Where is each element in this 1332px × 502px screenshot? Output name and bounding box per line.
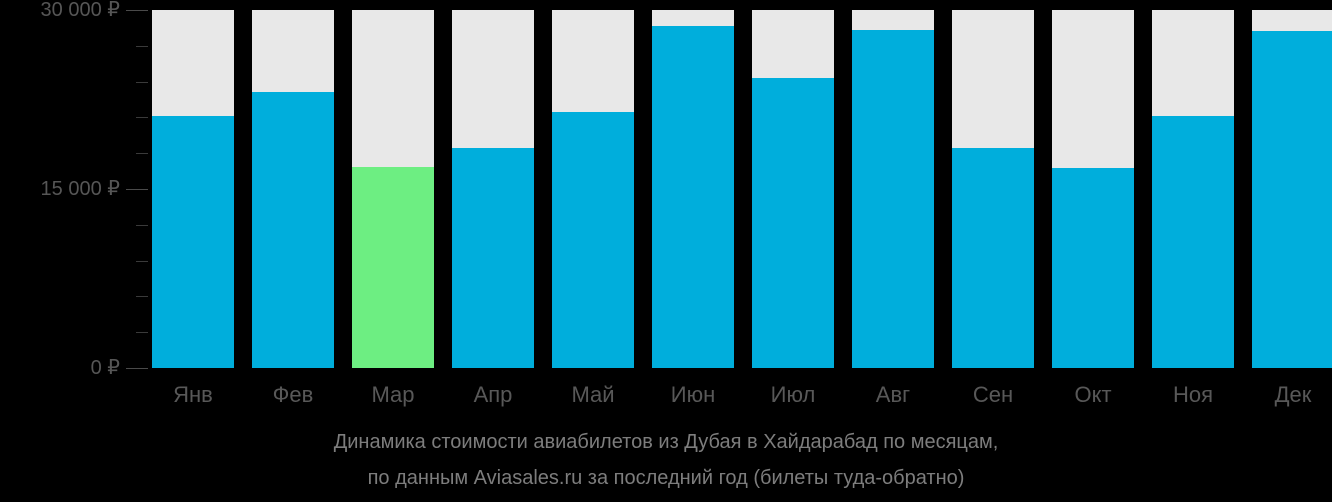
bar-group[interactable] [752,0,834,368]
y-axis-major-tick [126,368,148,369]
bar-fill[interactable] [1252,31,1332,368]
bar-fill[interactable] [752,78,834,368]
y-axis-minor-tick [136,45,148,47]
bar-fill[interactable] [652,26,734,368]
bar-fill[interactable] [152,116,234,368]
bar-group[interactable] [1052,0,1134,368]
bar-track [1252,10,1332,368]
y-axis-minor-tick [136,81,148,83]
bar-group[interactable] [452,0,534,368]
y-axis-label: 0 ₽ [90,357,120,379]
x-axis-label-апр: Апр [473,382,513,407]
bar-group[interactable] [1152,0,1234,368]
y-axis-minor-tick [136,332,148,334]
y-axis-minor-tick [136,260,148,262]
bar-track [752,10,834,368]
bar-track [452,10,534,368]
bar-track [1152,10,1234,368]
bar-group[interactable] [252,0,334,368]
x-axis-label-фев: Фев [272,382,314,407]
bar-group[interactable] [552,0,634,368]
y-axis-minor-tick [136,153,148,155]
y-axis-label: 30 000 ₽ [40,0,120,21]
bar-fill[interactable] [252,92,334,368]
bar-fill[interactable] [1152,116,1234,368]
x-axis-label-дек: Дек [1274,382,1312,407]
bar-track [552,10,634,368]
bar-fill[interactable] [352,166,434,368]
chart-caption: Динамика стоимости авиабилетов из Дубая … [0,424,1332,496]
x-axis-label-июл: Июл [770,382,816,407]
y-axis-minor-tick [136,296,148,298]
x-axis-label-сен: Сен [972,382,1014,407]
bar-fill[interactable] [552,112,634,368]
bar-track [352,10,434,368]
caption-line-2: по данным Aviasales.ru за последний год … [367,467,965,489]
y-axis-minor-tick [136,224,148,226]
bar-fill[interactable] [1052,168,1134,368]
bar-fill[interactable] [952,147,1034,368]
y-axis: 30 000 ₽ 15 000 ₽ 0 ₽ [0,0,152,378]
caption-line-1: Динамика стоимости авиабилетов из Дубая … [333,431,999,453]
x-axis-label-мар: Мар [371,382,415,407]
bar-fill[interactable] [852,30,934,368]
x-axis-label-янв: Янв [173,382,213,407]
plot-area: 30 000 ₽ 15 000 ₽ 0 ₽ [0,0,1332,378]
x-axis-label-май: Май [571,382,615,407]
bar-group[interactable] [852,0,934,368]
bar-track [252,10,334,368]
y-axis-major-tick [126,189,148,190]
bar-track [852,10,934,368]
bar-track [1052,10,1134,368]
x-axis-label-окт: Окт [1074,382,1112,407]
bar-group[interactable] [352,0,434,368]
x-axis: Янв Фев Мар Апр Май Июн Июл Авг Сен Окт Ноя Дек [0,368,1332,420]
bar-group[interactable] [152,0,234,368]
y-axis-minor-tick [136,117,148,119]
bar-track [152,10,234,368]
y-axis-major-tick [126,10,148,11]
bar-group[interactable] [652,0,734,368]
bar-group[interactable] [952,0,1034,368]
bar-fill[interactable] [452,147,534,368]
y-axis-label: 15 000 ₽ [40,178,120,200]
x-axis-label-авг: Авг [875,382,911,407]
x-axis-label-июн: Июн [670,382,716,407]
bar-track [952,10,1034,368]
bar-track [652,10,734,368]
bar-group[interactable] [1252,0,1332,368]
x-axis-label-ноя: Ноя [1172,382,1214,407]
